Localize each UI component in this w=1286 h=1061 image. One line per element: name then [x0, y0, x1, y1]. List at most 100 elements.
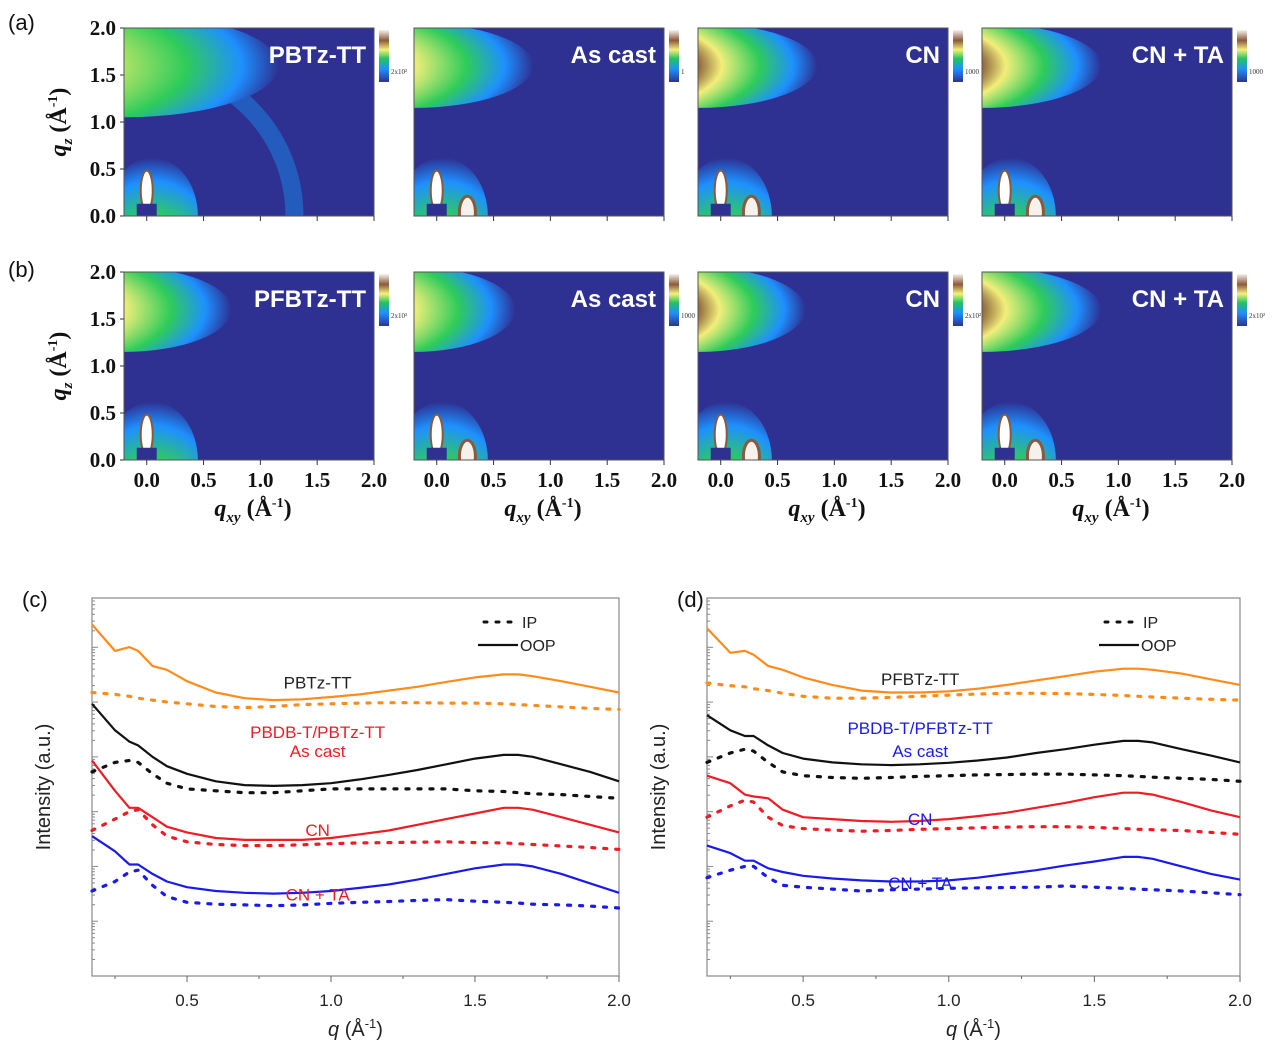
giwaxs-map: PBTz-TT 2x10² 0.0 0.5 1.0 1.5 2.0 qz (Å-1) — [46, 16, 407, 228]
x-tick-label: 2.0 — [935, 468, 961, 492]
x-tick-label: 2.0 — [361, 468, 387, 492]
map-frame — [697, 27, 949, 217]
y-tick-label: 2.0 — [90, 260, 116, 284]
lamellar-ip-peak — [457, 438, 477, 460]
curve-annotation: CN + TA — [888, 874, 953, 893]
colorbar-label: 1 — [681, 68, 685, 76]
giwaxs-map: As cast 1 — [413, 27, 685, 221]
beamstop — [994, 203, 1015, 216]
y-tick-label: 1.5 — [90, 307, 116, 331]
beamstop — [710, 447, 731, 460]
colorbar — [1237, 274, 1247, 326]
pi-stacking-peak — [414, 28, 534, 108]
series-line — [91, 759, 620, 841]
x-tick-label: 0.5 — [1048, 468, 1074, 492]
map-title: As cast — [571, 42, 656, 69]
legend-label: OOP — [520, 638, 556, 655]
map-frame — [981, 27, 1233, 217]
series-line — [705, 798, 1242, 836]
x-tick-label: 0.5 — [764, 468, 790, 492]
panel-label-b: (b) — [8, 257, 35, 282]
x-axis-label: q (Å-1) — [328, 1016, 383, 1041]
series-line — [90, 758, 621, 800]
colorbar — [379, 274, 389, 326]
y-tick-label: 1.5 — [90, 63, 116, 87]
x-axis-label: qxy (Å-1) — [504, 496, 581, 526]
curve-annotation: As cast — [892, 742, 948, 761]
colorbar-label: 2x10² — [965, 312, 981, 320]
x-tick-label: 2.0 — [1228, 991, 1252, 1010]
curve-annotation: CN — [305, 821, 330, 840]
x-tick-label: 0.0 — [134, 468, 160, 492]
x-axis-label: qxy (Å-1) — [214, 496, 291, 526]
y-tick-label: 0.0 — [90, 448, 116, 472]
series-line — [91, 623, 620, 702]
x-tick-label: 1.5 — [463, 991, 487, 1010]
series-line — [705, 747, 1242, 783]
pi-stacking-peak — [414, 272, 516, 352]
x-tick-label: 1.0 — [247, 468, 273, 492]
y-tick-label: 0.0 — [90, 204, 116, 228]
plot-frame — [706, 597, 1241, 977]
series-line — [90, 690, 621, 712]
map-frame — [413, 27, 665, 217]
beamstop — [994, 447, 1015, 460]
giwaxs-map: PFBTz-TT 2x10² 0.0 0.5 1.0 1.5 2.0 qz (Å-1) 0.0 0… — [46, 260, 407, 526]
x-tick-label: 0.5 — [175, 991, 199, 1010]
x-tick-label: 1.0 — [1105, 468, 1131, 492]
map-frame — [697, 271, 949, 461]
colorbar — [379, 30, 389, 82]
x-tick-label: 0.0 — [424, 468, 450, 492]
y-axis-label: Intensity (a.u.) — [648, 724, 670, 851]
x-tick-label: 1.5 — [304, 468, 330, 492]
colorbar — [1237, 30, 1247, 82]
linecut-plot: 0.5 1.0 1.5 2.0 q (Å-1) Intensity (a.u.) IP OOP… — [33, 597, 631, 1041]
series-line — [90, 868, 621, 910]
colorbar — [953, 30, 963, 82]
lamellar-ip-peak — [1025, 438, 1045, 460]
colorbar — [669, 274, 679, 326]
lamellar-ip-peak — [741, 438, 761, 460]
curve-annotation: PBDB-T/PFBTz-TT — [847, 719, 992, 738]
x-tick-label: 2.0 — [607, 991, 631, 1010]
map-title: As cast — [571, 286, 656, 313]
colorbar-label: 1000 — [1249, 68, 1264, 76]
panel-label-c: (c) — [22, 587, 48, 612]
map-title: CN — [905, 286, 940, 313]
x-tick-label: 0.0 — [992, 468, 1018, 492]
lamellar-ip-peak — [1025, 194, 1045, 216]
curve-annotation: PBDB-T/PBTz-TT — [250, 723, 385, 742]
y-tick-label: 1.0 — [90, 110, 116, 134]
colorbar-label: 2x10² — [1249, 312, 1265, 320]
beamstop — [710, 203, 731, 216]
pi-stacking-peak — [982, 272, 1102, 352]
colorbar-label: 1000 — [681, 312, 696, 320]
pi-stacking-peak — [982, 28, 1102, 108]
x-tick-label: 1.0 — [319, 991, 343, 1010]
map-title: CN — [905, 42, 940, 69]
giwaxs-map: CN + TA 2x10² 0.0 0.5 1.0 1.5 2.0 qxy (Å-1) — [981, 271, 1265, 526]
x-tick-label: 2.0 — [651, 468, 677, 492]
legend-label: IP — [1143, 615, 1158, 632]
pi-stacking-peak — [124, 272, 232, 352]
y-axis-label: qz (Å-1) — [46, 88, 76, 157]
curve-annotation: As cast — [290, 742, 346, 761]
x-tick-label: 0.5 — [791, 991, 815, 1010]
y-tick-label: 2.0 — [90, 16, 116, 40]
curve-annotation: PBTz-TT — [284, 674, 352, 693]
y-axis-label: qz (Å-1) — [46, 332, 76, 401]
pi-stacking-peak — [124, 28, 280, 118]
colorbar — [669, 30, 679, 82]
x-axis-label: qxy (Å-1) — [1072, 496, 1149, 526]
x-tick-label: 0.5 — [190, 468, 216, 492]
series-line — [706, 844, 1241, 883]
panel-label-a: (a) — [8, 10, 35, 35]
curve-annotation: CN + TA — [286, 885, 351, 904]
x-tick-label: 1.5 — [1162, 468, 1188, 492]
series-line — [706, 714, 1241, 767]
colorbar-label: 1000 — [965, 68, 980, 76]
map-frame — [413, 271, 665, 461]
giwaxs-map: CN + TA 1000 — [981, 27, 1264, 221]
series-line — [705, 864, 1242, 897]
